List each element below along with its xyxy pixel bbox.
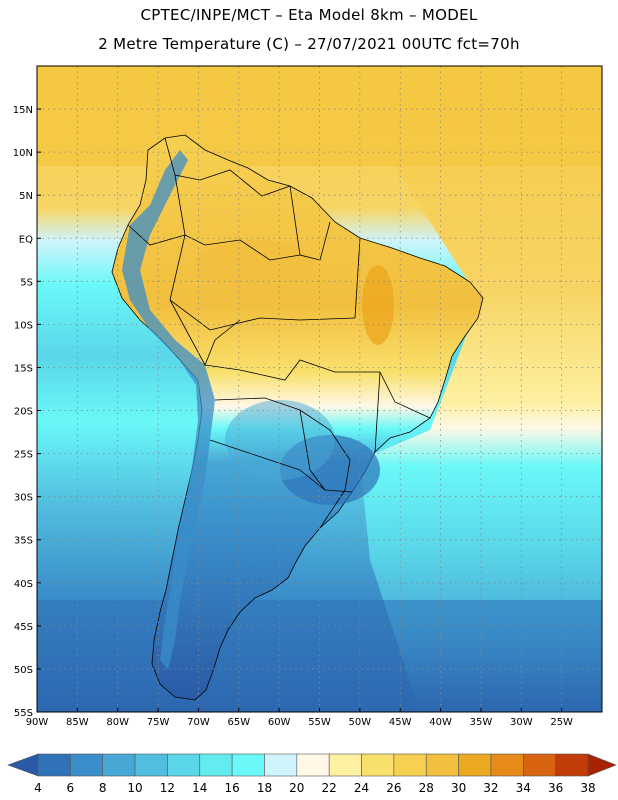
lon-tick-label: 35W <box>470 717 493 728</box>
colorbar-swatch <box>296 753 330 777</box>
lon-tick-label: 65W <box>227 717 250 728</box>
tocantins-warm-zone <box>362 265 394 345</box>
lat-tick-label: 5N <box>19 191 33 202</box>
colorbar-label: 18 <box>257 781 272 795</box>
lon-tick-label: 25W <box>550 717 573 728</box>
colorbar-label: 30 <box>451 781 466 795</box>
colorbar-swatch <box>393 753 427 777</box>
lon-tick-label: 80W <box>106 717 129 728</box>
lat-tick-label: 15N <box>13 105 33 116</box>
lon-tick-label: 50W <box>349 717 372 728</box>
colorbar-label: 10 <box>127 781 142 795</box>
colorbar-label: 38 <box>580 781 595 795</box>
colorbar-label: 36 <box>548 781 563 795</box>
colorbar-label: 22 <box>322 781 337 795</box>
colorbar: 4 6 8 10 12 14 16 18 20 22 24 26 28 30 32 34 36 38 <box>7 753 617 795</box>
colorbar-swatch <box>555 753 589 777</box>
colorbar-label: 14 <box>192 781 207 795</box>
lat-tick-label: 55S <box>14 708 33 719</box>
longitude-ticks: 90W 85W 80W 75W 70W 65W 60W 55W 50W 45W 40W 35W 30W 2… <box>26 708 573 728</box>
colorbar-label: 12 <box>160 781 175 795</box>
lat-tick-label: 50S <box>14 665 33 676</box>
colorbar-swatch <box>490 753 524 777</box>
lon-tick-label: 45W <box>389 717 412 728</box>
latitude-ticks: 15N 10N 5N EQ 5S 10S 15S 20S 25S 30S 35S 40S 45S 50S 5… <box>13 105 41 719</box>
lon-tick-label: 75W <box>147 717 170 728</box>
colorbar-swatch <box>361 753 395 777</box>
colorbar-swatch <box>231 753 265 777</box>
colorbar-swatch <box>167 753 201 777</box>
chaco-cool <box>225 400 335 480</box>
colorbar-label: 28 <box>419 781 434 795</box>
lon-tick-label: 55W <box>308 717 331 728</box>
colorbar-swatch <box>102 753 136 777</box>
colorbar-swatch <box>37 753 71 777</box>
map-field <box>37 66 602 712</box>
colorbar-label: 8 <box>99 781 107 795</box>
colorbar-label: 34 <box>516 781 531 795</box>
colorbar-swatch <box>328 753 362 777</box>
lat-tick-label: 20S <box>14 407 33 418</box>
lat-tick-label: 45S <box>14 622 33 633</box>
map-subtitle: 2 Metre Temperature (C) – 27/07/2021 00U… <box>98 35 520 53</box>
colorbar-swatch <box>264 753 298 777</box>
colorbar-swatch <box>458 753 492 777</box>
colorbar-max-arrow <box>587 753 617 777</box>
lon-tick-label: 60W <box>268 717 291 728</box>
graticule <box>37 66 602 712</box>
atlantic-ocean <box>330 66 602 712</box>
colorbar-swatch <box>134 753 168 777</box>
lat-tick-label: 10N <box>13 148 33 159</box>
colorbar-label: 24 <box>354 781 369 795</box>
lon-tick-label: 90W <box>26 717 49 728</box>
lat-tick-label: 15S <box>14 363 33 374</box>
lat-tick-label: 10S <box>14 320 33 331</box>
lat-tick-label: 25S <box>14 450 33 461</box>
lon-tick-label: 70W <box>187 717 210 728</box>
colorbar-label: 20 <box>289 781 304 795</box>
colorbar-label: 16 <box>224 781 239 795</box>
colorbar-swatch <box>425 753 459 777</box>
colorbar-label: 4 <box>34 781 42 795</box>
colorbar-swatch <box>522 753 556 777</box>
lat-tick-label: 5S <box>20 277 33 288</box>
lat-tick-label: 40S <box>14 579 33 590</box>
lat-tick-label: EQ <box>19 234 33 245</box>
lon-tick-label: 30W <box>510 717 533 728</box>
colorbar-label: 26 <box>386 781 401 795</box>
colorbar-label: 32 <box>483 781 498 795</box>
colorbar-swatch <box>70 753 104 777</box>
lat-tick-label: 30S <box>14 493 33 504</box>
colorbar-min-arrow <box>7 753 39 777</box>
colorbar-label: 6 <box>67 781 75 795</box>
amazon-warm-zone <box>195 240 315 290</box>
lat-tick-label: 35S <box>14 536 33 547</box>
map-title: CPTEC/INPE/MCT – Eta Model 8km – MODEL <box>140 6 478 24</box>
lon-tick-label: 40W <box>429 717 452 728</box>
colorbar-swatch <box>199 753 233 777</box>
lon-tick-label: 85W <box>66 717 89 728</box>
